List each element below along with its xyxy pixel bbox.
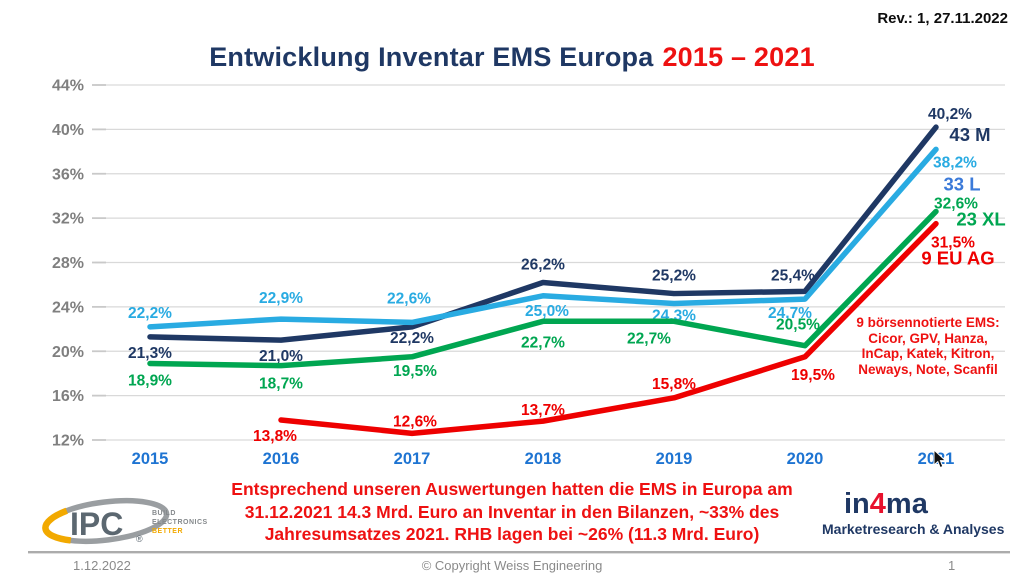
data-label: 12,6% xyxy=(393,413,437,430)
in4ma-wordmark: in4ma xyxy=(844,489,1018,519)
data-label: 15,8% xyxy=(652,376,696,393)
data-label: 22,6% xyxy=(387,290,431,307)
series-line-33-l xyxy=(147,146,939,330)
series-name-label: 43 M xyxy=(949,124,990,145)
ipc-registered-icon: ® xyxy=(136,534,143,544)
data-label: 19,5% xyxy=(791,367,835,384)
y-tick-label: 32% xyxy=(52,211,84,228)
ipc-logo: IPC ® BUILD ELECTRONICS BETTER xyxy=(42,497,208,545)
series-line-43-m xyxy=(147,124,939,343)
annotation-line: 9 börsennotierte EMS: xyxy=(856,315,1000,330)
data-label: 22,9% xyxy=(259,290,303,307)
x-tick-label-2018: 2018 xyxy=(525,450,562,468)
y-tick-label: 40% xyxy=(52,122,84,139)
page-title: Entwicklung Inventar EMS Europa 2015 – 20… xyxy=(0,42,1024,73)
x-tick-label-2016: 2016 xyxy=(263,450,300,468)
data-label: 26,2% xyxy=(521,256,565,273)
data-label: 32,6% xyxy=(934,195,978,212)
in4ma-part: 4 xyxy=(869,488,886,520)
data-label: 21,0% xyxy=(259,348,303,365)
y-tick-label: 28% xyxy=(52,255,84,272)
y-tick-label: 36% xyxy=(52,166,84,183)
ipc-swoosh-accent xyxy=(42,497,170,545)
title-main: Entwicklung Inventar EMS Europa xyxy=(209,42,654,72)
data-label: 25,2% xyxy=(652,268,696,285)
data-label: 31,5% xyxy=(931,235,975,252)
data-label: 22,2% xyxy=(128,305,172,322)
series-name-label: 33 L xyxy=(943,173,980,194)
data-label: 18,7% xyxy=(259,376,303,393)
data-label: 22,7% xyxy=(627,330,671,347)
data-label: 19,5% xyxy=(393,363,437,380)
title-range: 2015 – 2021 xyxy=(662,42,815,72)
ipc-tagline-line: BUILD xyxy=(152,510,176,517)
note-line: Entsprechend unseren Auswertungen hatten… xyxy=(231,479,793,499)
x-tick-label-2019: 2019 xyxy=(656,450,693,468)
in4ma-part: ma xyxy=(885,488,928,520)
data-label: 25,0% xyxy=(525,303,569,320)
data-label: 18,9% xyxy=(128,372,172,389)
annotation-line: Cicor, GPV, Hanza, xyxy=(868,330,988,346)
series-line-9-eu-ag xyxy=(278,220,939,437)
data-label: 40,2% xyxy=(928,106,972,123)
annotation-line: InCap, Katek, Kitron, xyxy=(861,346,995,361)
annotation-line: Neways, Note, Scanfil xyxy=(858,361,998,377)
page-number: 1 xyxy=(948,558,956,573)
ipc-tagline-line: BETTER xyxy=(152,528,183,535)
series-name-label: 9 EU AG xyxy=(921,248,994,269)
data-label: 22,2% xyxy=(390,330,434,347)
revision-label: Rev.: 1, 27.11.2022 xyxy=(877,10,1008,27)
series-line-23-xl xyxy=(147,208,939,369)
data-label: 20,5% xyxy=(776,317,820,334)
y-tick-label: 24% xyxy=(52,299,84,316)
ipc-wordmark: IPC xyxy=(70,506,123,542)
data-label: 25,4% xyxy=(771,267,815,284)
x-tick-label-2017: 2017 xyxy=(394,450,431,468)
footer-copyright: © Copyright Weiss Engineering xyxy=(421,558,603,573)
in4ma-logo: in4ma Marketresearch & Analyses xyxy=(822,489,1018,537)
series-name-label: 23 XL xyxy=(956,208,1005,229)
footer-date: 1.12.2022 xyxy=(73,558,131,573)
y-tick-label: 16% xyxy=(52,388,84,405)
x-tick-label-2015: 2015 xyxy=(132,450,169,468)
note-line: Jahresumsatzes 2021. RHB lagen bei ~26% … xyxy=(264,524,760,544)
y-tick-label: 44% xyxy=(52,78,84,95)
data-label: 22,7% xyxy=(521,334,565,351)
y-tick-label: 20% xyxy=(52,344,84,361)
chart-annotation: 9 börsennotierte EMS: Cicor, GPV, Hanza,… xyxy=(836,315,1020,377)
data-label: 24,7% xyxy=(768,305,812,322)
x-tick-label-2020: 2020 xyxy=(787,450,824,468)
summary-note: Entsprechend unseren Auswertungen hatten… xyxy=(0,478,1024,546)
y-tick-label: 12% xyxy=(52,433,84,450)
data-label: 13,8% xyxy=(253,428,297,445)
ipc-tagline-line: ELECTRONICS xyxy=(152,519,208,526)
note-line: 31.12.2021 14.3 Mrd. Euro an Inventar in… xyxy=(244,501,780,522)
mouse-cursor xyxy=(933,449,947,469)
data-label: 13,7% xyxy=(521,402,565,419)
data-label: 21,3% xyxy=(128,345,172,362)
footer-divider xyxy=(28,551,1010,553)
in4ma-subtitle: Marketresearch & Analyses xyxy=(822,521,1005,537)
data-label: 38,2% xyxy=(933,154,977,171)
in4ma-part: in xyxy=(844,488,870,520)
